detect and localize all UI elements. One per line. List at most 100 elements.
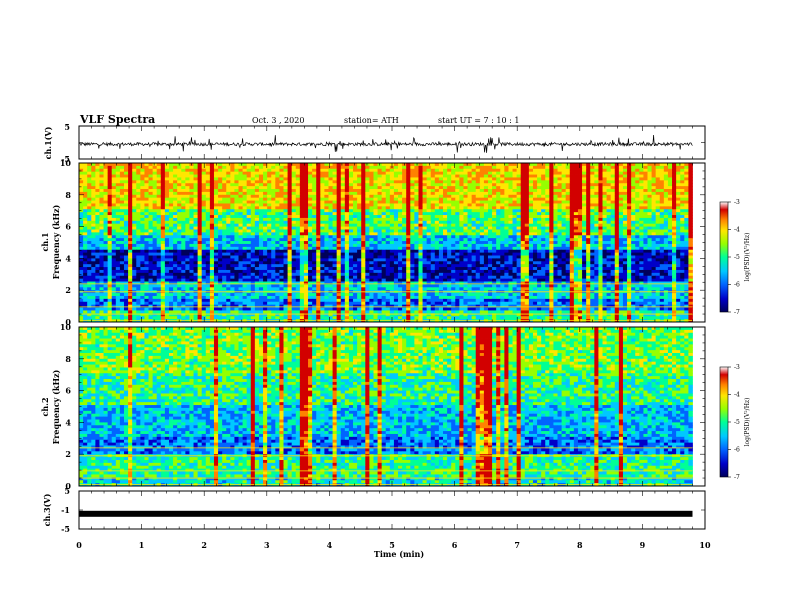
ch1-spectrogram-cell [655,197,661,201]
ch1-spectrogram-cell [676,226,681,230]
ch1-spectrogram-cell [275,223,280,227]
ch1-spectrogram-cell [353,203,358,207]
ch1-spectrogram-cell [373,226,378,230]
ch1-spectrogram-cell [557,203,562,207]
ch1-spectrogram-cell [185,249,190,254]
ch1-spectrogram-cell [594,249,599,254]
ch1-spectrogram-cell [655,203,661,207]
ch1-spectrogram-cell [230,246,235,251]
ch1-spectrogram-cell [181,171,186,175]
ch1-spectrogram-cell [487,220,493,225]
ch1-spectrogram-cell [528,220,534,225]
ch1-spectrogram-cell [267,220,272,225]
ch1-spectrogram-cell [128,249,133,254]
ch1-spectrogram-cell [303,171,309,175]
ch1-spectrogram-cell [610,200,616,204]
ch1-spectrogram-cell [254,206,260,210]
ch1-spectrogram-cell [422,238,428,242]
ch1-spectrogram-cell [586,226,591,230]
ch1-spectrogram-cell [332,217,338,222]
ch1-spectrogram-cell [610,235,616,239]
ch1-spectrogram-cell [631,168,636,173]
ch1-spectrogram-cell [226,215,231,219]
ch1-spectrogram-cell [414,241,419,245]
ch1-spectrogram-cell [115,186,121,190]
ch1-spectrogram-cell [459,200,464,204]
ch1-spectrogram-cell [622,249,628,254]
ch1-spectrogram-cell [532,171,538,175]
ch1-spectrogram-cell [189,255,194,259]
ch1-spectrogram-cell [353,206,358,210]
ch1-spectrogram-cell [676,203,681,207]
ch1-spectrogram-cell [254,238,260,242]
ch1-spectrogram-cell [361,177,366,181]
ch1-spectrogram-cell [463,171,468,175]
ch1-spectrogram-cell [254,194,260,199]
ch1-spectrogram-cell [242,241,248,245]
ch1-spectrogram-cell [627,180,632,184]
ch1-spectrogram-cell [287,217,293,222]
ch1-spectrogram-cell [434,215,440,219]
ch1-spectrogram-cell [111,189,117,193]
ch1-spectrogram-cell [348,171,354,175]
ch1-spectrogram-cell [291,246,297,251]
ch1-spectrogram-cell [663,241,669,245]
ch1-spectrogram-cell [414,206,419,210]
ch1-spectrogram-cell [512,186,518,190]
ch1-spectrogram-cell [586,180,591,184]
ch1-spectrogram-cell [426,163,432,167]
ch1-spectrogram-cell [520,209,526,213]
ch1-spectrogram-cell [103,220,109,225]
ch1-spectrogram-cell [95,252,100,256]
ch1-spectrogram-cell [598,174,603,178]
ch1-spectrogram-cell [107,189,113,193]
ch1-spectrogram-cell [590,168,595,173]
ch1-spectrogram-cell [181,183,186,187]
ch1-spectrogram-cell [320,177,325,181]
ch1-spectrogram-cell [344,189,350,193]
ch1-spectrogram-cell [508,180,513,184]
ch1-spectrogram-cell [295,252,301,256]
ch1-spectrogram-cell [410,194,415,199]
ch1-spectrogram-cell [651,226,657,230]
ch1-spectrogram-cell [263,183,268,187]
ch1-spectrogram-cell [353,200,358,204]
ch1-spectrogram-cell [123,252,129,256]
ch1-spectrogram-cell [283,217,288,222]
ch1-spectrogram-cell [91,191,96,196]
ch1-spectrogram-cell [602,200,607,204]
ch1-spectrogram-cell [152,217,158,222]
ch1-spectrogram-cell [336,246,342,251]
ch1-spectrogram-cell [197,171,203,175]
ch1-spectrogram-cell [242,177,248,181]
ch1-spectrogram-cell [672,241,677,245]
ch1-spectrogram-cell [582,223,587,227]
ch1-spectrogram-cell [414,238,419,242]
ch1-spectrogram-cell [459,232,464,236]
ch1-spectrogram-cell [500,189,505,193]
ch1-spectrogram-cell [565,249,571,254]
ch1-spectrogram-cell [361,197,366,201]
ch1-spectrogram-cell [136,174,141,178]
ch1-spectrogram-cell [107,206,113,210]
ch1-spectrogram-cell [398,252,403,256]
ch1-spectrogram-cell [537,203,542,207]
ch1-spectrogram-cell [492,246,497,251]
ch1-spectrogram-cell [119,168,125,173]
ch1-spectrogram-cell [610,223,616,227]
ch1-spectrogram-cell [197,194,203,199]
ch1-spectrogram-cell [393,238,399,242]
ch1-spectrogram-cell [577,249,583,254]
ch1-spectrogram-cell [483,197,489,201]
ch1-spectrogram-cell [622,174,628,178]
ch1-spectrogram-cell [528,194,534,199]
ch1-spectrogram-cell [365,186,370,190]
ch1-spectrogram-cell [369,174,374,178]
ch1-spectrogram-cell [258,191,264,196]
ch1-spectrogram-cell [434,200,440,204]
ch1-spectrogram-cell [496,241,501,245]
ch1-spectrogram-cell [471,209,477,213]
ch1-spectrogram-cell [426,194,432,199]
ch1-spectrogram-cell [426,243,432,248]
ch1-spectrogram-cell [148,229,154,233]
